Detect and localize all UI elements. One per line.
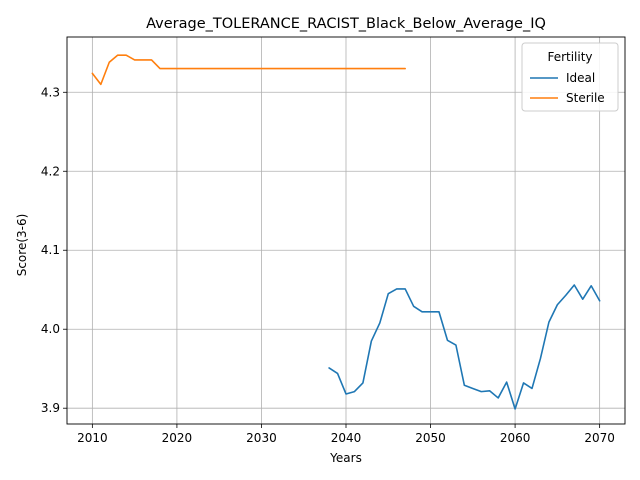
- legend-entry-ideal: Ideal: [566, 71, 595, 85]
- y-tick-label: 4.1: [41, 243, 60, 257]
- series-line-sterile: [91, 54, 406, 86]
- x-tick-label: 2020: [162, 431, 193, 445]
- grid-lines: [67, 37, 625, 424]
- y-tick-label: 4.3: [41, 85, 60, 99]
- axis-ticks: 2010 2020 2030 2040 2050 2060 2070 3.9 4.0 4.1 4.2…: [41, 85, 615, 445]
- y-tick-label: 3.9: [41, 401, 60, 415]
- series-layer: [91, 54, 601, 410]
- series-line-ideal: [328, 284, 601, 410]
- x-tick-label: 2030: [246, 431, 277, 445]
- x-tick-label: 2040: [331, 431, 362, 445]
- legend-entry-sterile: Sterile: [566, 91, 605, 105]
- x-tick-label: 2010: [77, 431, 108, 445]
- chart-title: Average_TOLERANCE_RACIST_Black_Below_Ave…: [146, 16, 546, 32]
- y-axis-label: Score(3-6): [15, 214, 29, 277]
- x-axis-label: Years: [329, 451, 362, 465]
- legend: Fertility Ideal Sterile: [521, 42, 619, 112]
- y-tick-label: 4.0: [41, 322, 60, 336]
- legend-title: Fertility: [547, 50, 592, 64]
- x-tick-label: 2070: [584, 431, 615, 445]
- x-tick-label: 2050: [415, 431, 446, 445]
- x-tick-label: 2060: [500, 431, 531, 445]
- legend-box: [521, 42, 619, 112]
- y-tick-label: 4.2: [41, 164, 60, 178]
